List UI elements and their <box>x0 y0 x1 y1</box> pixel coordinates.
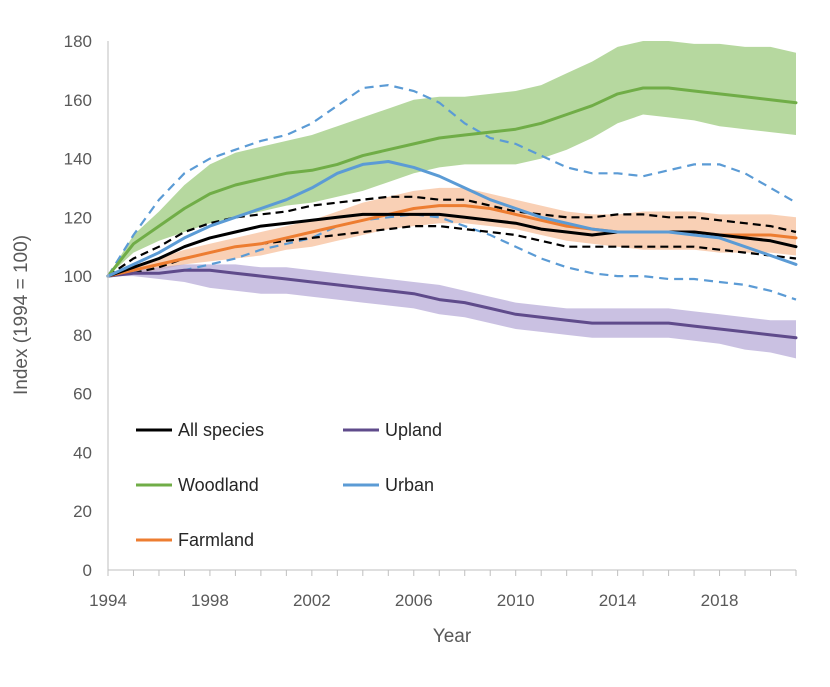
x-tick-label: 1994 <box>89 591 127 610</box>
x-tick-label: 2006 <box>395 591 433 610</box>
legend-item-urban: Urban <box>343 475 434 495</box>
legend: All species Upland Woodland Urban Farmland <box>136 420 442 550</box>
all-species-upper-ci-line <box>107 195 797 278</box>
urban-lower-ci-line <box>107 213 797 301</box>
y-tick-label: 160 <box>64 91 92 110</box>
series-lines <box>106 86 798 340</box>
axes <box>107 41 797 576</box>
y-tick-label: 40 <box>73 443 92 462</box>
urban-line <box>106 160 798 278</box>
y-tick-label: 140 <box>64 150 92 169</box>
woodland-line <box>106 86 798 278</box>
y-tick-label: 20 <box>73 502 92 521</box>
legend-item-farmland: Farmland <box>136 530 254 550</box>
woodland-confidence-band <box>108 41 796 277</box>
upland-line <box>106 268 798 340</box>
legend-item-woodland: Woodland <box>136 475 259 495</box>
legend-label: Upland <box>385 420 442 440</box>
legend-item-upland: Upland <box>343 420 442 440</box>
y-tick-label: 100 <box>64 267 92 286</box>
x-tick-label: 1998 <box>191 591 229 610</box>
y-axis-title: Index (1994 = 100) <box>11 235 32 395</box>
y-tick-label: 0 <box>83 561 92 580</box>
legend-label: Farmland <box>178 530 254 550</box>
tick-labels: 0 20 40 60 80 100 120 140 160 180 1994 1998 2002 2006… <box>64 32 739 610</box>
y-tick-label: 120 <box>64 208 92 227</box>
x-tick-label: 2010 <box>497 591 535 610</box>
x-axis-title: Year <box>433 626 472 647</box>
legend-label: All species <box>178 420 264 440</box>
upland-confidence-band <box>108 264 796 359</box>
legend-item-all-species: All species <box>136 420 264 440</box>
x-tick-label: 2018 <box>701 591 739 610</box>
y-tick-label: 80 <box>73 326 92 345</box>
y-tick-label: 180 <box>64 32 92 51</box>
legend-label: Urban <box>385 475 434 495</box>
x-tick-label: 2002 <box>293 591 331 610</box>
urban-confidence-lines <box>107 83 797 301</box>
x-tick-label: 2014 <box>599 591 637 610</box>
urban-upper-ci-line <box>107 83 797 277</box>
confidence-bands <box>108 41 796 359</box>
y-tick-label: 60 <box>73 385 92 404</box>
legend-label: Woodland <box>178 475 259 495</box>
